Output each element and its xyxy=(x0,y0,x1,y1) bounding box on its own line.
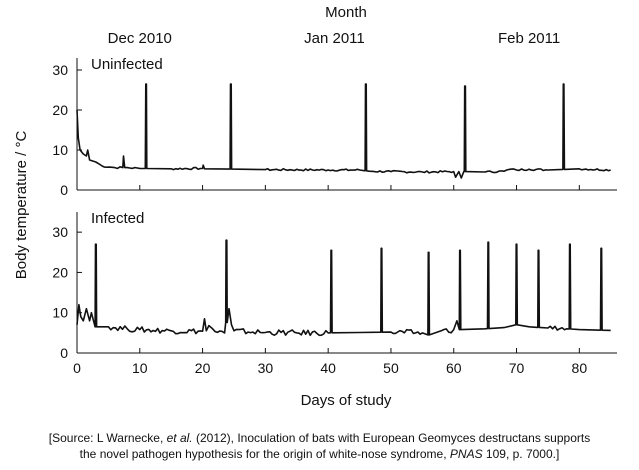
month-labels: Dec 2010 Jan 2011 Feb 2011 xyxy=(108,30,561,47)
x-tick-label: 10 xyxy=(132,360,148,376)
infected-panel: 0 10 20 30 0 10 20 30 40 50 60 70 80 Infected xyxy=(52,210,617,376)
temperature-trace xyxy=(76,239,611,337)
x-tick-label: 50 xyxy=(383,360,399,376)
panel-label: Infected xyxy=(91,210,144,227)
y-tick-label: 30 xyxy=(52,62,68,78)
temperature-trace xyxy=(76,83,611,179)
x-tick-label: 20 xyxy=(195,360,211,376)
y-tick-label: 20 xyxy=(52,102,68,118)
source-text-1: [Source: L Warnecke, xyxy=(48,431,167,445)
month-label: Dec 2010 xyxy=(108,30,172,47)
panel-label: Uninfected xyxy=(91,56,163,73)
x-tick-label: 30 xyxy=(258,360,274,376)
y-tick-label: 0 xyxy=(60,345,68,361)
y-axis-title: Body temperature / °C xyxy=(13,131,30,280)
month-label: Jan 2011 xyxy=(304,30,365,47)
x-tick-label: 80 xyxy=(572,360,588,376)
x-tick-label: 0 xyxy=(73,360,81,376)
y-tick-label: 0 xyxy=(60,182,68,198)
source-text-2: (2012), Inoculation of bats with Europea… xyxy=(192,431,591,445)
uninfected-panel: 0 10 20 30 Uninfected xyxy=(52,56,617,198)
y-tick-label: 30 xyxy=(52,224,68,240)
x-tick-label: 70 xyxy=(509,360,525,376)
y-tick-label: 20 xyxy=(52,264,68,280)
month-axis-title: Month xyxy=(325,4,367,21)
month-label: Feb 2011 xyxy=(498,30,560,47)
source-et-al: et al. xyxy=(166,431,193,445)
y-tick-label: 10 xyxy=(52,142,68,158)
source-citation: [Source: L Warnecke, et al. (2012), Inoc… xyxy=(0,430,639,462)
source-text-3: the novel pathogen hypothesis for the or… xyxy=(79,447,450,461)
source-journal: PNAS xyxy=(449,447,483,461)
source-text-4: 109, p. 7000.] xyxy=(482,447,560,461)
x-axis-title: Days of study xyxy=(301,392,392,409)
y-tick-label: 10 xyxy=(52,305,68,321)
x-tick-label: 40 xyxy=(320,360,336,376)
x-tick-label: 60 xyxy=(446,360,462,376)
